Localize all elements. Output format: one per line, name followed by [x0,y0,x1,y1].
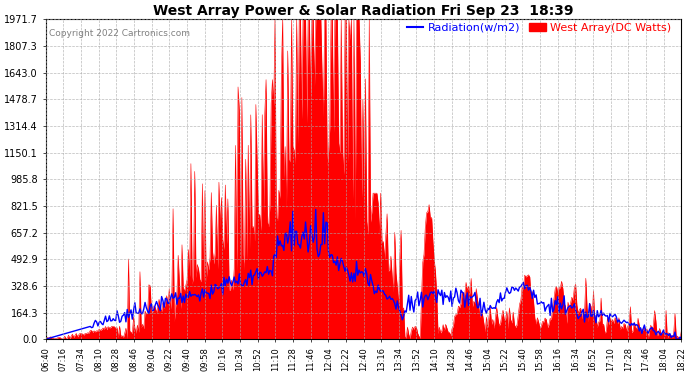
Text: Copyright 2022 Cartronics.com: Copyright 2022 Cartronics.com [49,29,190,38]
Title: West Array Power & Solar Radiation Fri Sep 23  18:39: West Array Power & Solar Radiation Fri S… [153,4,574,18]
Legend: Radiation(w/m2), West Array(DC Watts): Radiation(w/m2), West Array(DC Watts) [402,18,676,38]
